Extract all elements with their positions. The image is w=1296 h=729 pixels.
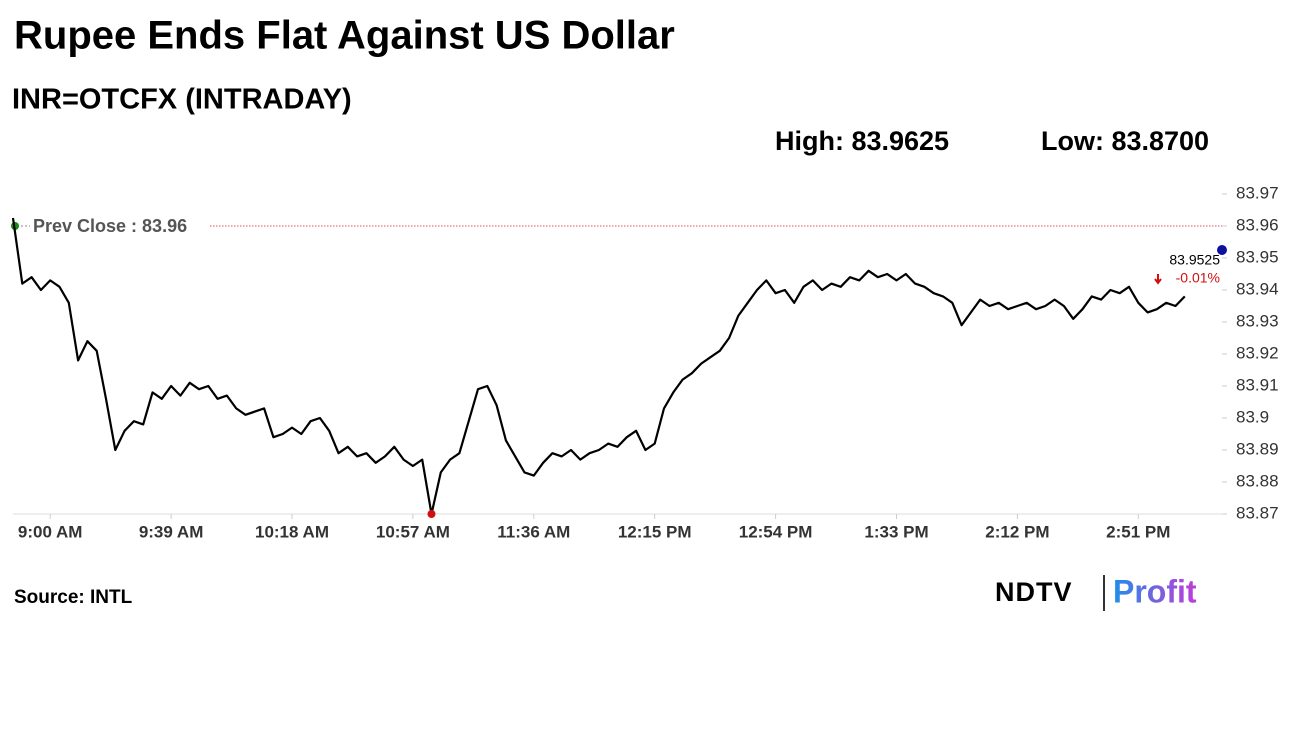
down-arrow: [1154, 274, 1162, 285]
y-tick-label: 83.97: [1236, 183, 1279, 202]
chart-subtitle: INR=OTCFX (INTRADAY): [12, 84, 352, 116]
y-tick-label: 83.91: [1236, 375, 1279, 394]
chart-title: Rupee Ends Flat Against US Dollar: [14, 14, 675, 58]
x-tick-label: 9:39 AM: [139, 522, 204, 541]
y-tick-label: 83.89: [1236, 439, 1279, 458]
y-tick-label: 83.94: [1236, 279, 1279, 298]
x-tick-label: 2:51 PM: [1106, 522, 1170, 541]
x-tick-label: 10:57 AM: [376, 522, 450, 541]
last-dot: [1217, 245, 1227, 255]
y-tick-label: 83.95: [1236, 247, 1279, 266]
x-tick-label: 12:15 PM: [618, 522, 692, 541]
y-tick-label: 83.9: [1236, 407, 1269, 426]
y-tick-label: 83.88: [1236, 471, 1279, 490]
price-line: [11, 217, 1186, 516]
y-tick-label: 83.96: [1236, 215, 1279, 234]
x-tick-label: 2:12 PM: [985, 522, 1049, 541]
logo-text: Profit: [1113, 573, 1197, 609]
x-tick-label: 10:18 AM: [255, 522, 329, 541]
prev-close-label: Prev Close : 83.96: [33, 216, 187, 236]
y-tick-label: 83.92: [1236, 343, 1279, 362]
x-tick-label: 12:54 PM: [739, 522, 813, 541]
logo-text: NDTV: [995, 577, 1073, 607]
y-tick-label: 83.87: [1236, 503, 1279, 522]
x-tick-label: 11:36 AM: [497, 522, 570, 541]
y-tick-label: 83.93: [1236, 311, 1279, 330]
low-dot: [427, 510, 436, 518]
x-tick-label: 9:00 AM: [18, 522, 83, 541]
high-label: High: 83.9625: [775, 126, 949, 156]
x-tick-label: 1:33 PM: [864, 522, 928, 541]
last-label: 83.9525: [1169, 252, 1220, 268]
source: Source: INTL: [14, 587, 133, 608]
low-label: Low: 83.8700: [1041, 126, 1209, 156]
change-label: -0.01%: [1176, 270, 1220, 286]
